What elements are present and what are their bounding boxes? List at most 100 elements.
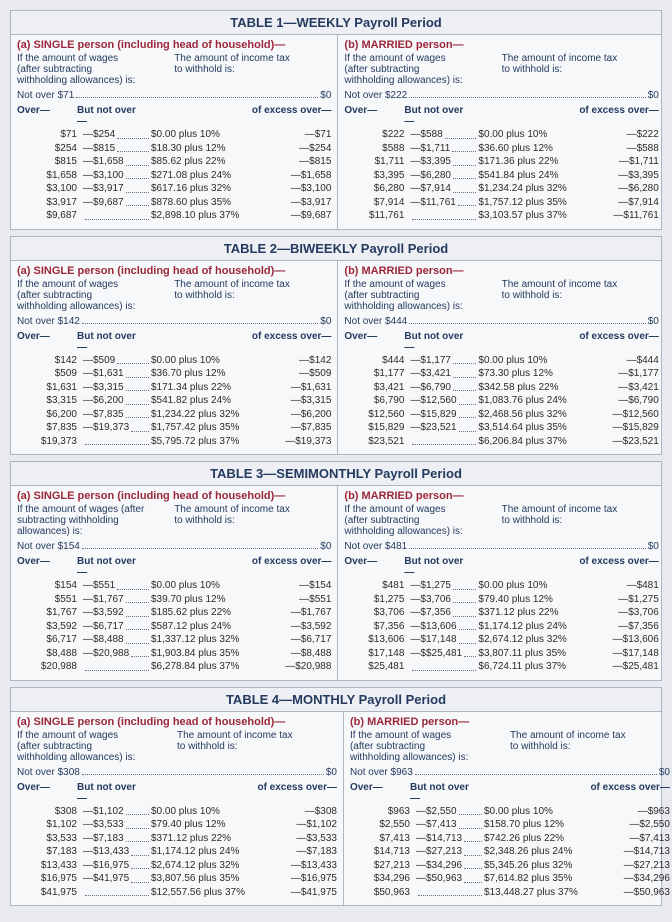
leader-dots: [126, 196, 149, 206]
excess-amount: —$1,275: [567, 593, 659, 607]
bracket-row: $6,200—$7,835$1,234.22 plus 32%—$6,200: [17, 408, 331, 422]
bracket-row: $1,631—$3,315$171.34 plus 22%—$1,631: [17, 381, 331, 395]
column-header: Over—But not over—of excess over—: [344, 556, 658, 578]
over-amount: $17,148: [344, 647, 410, 661]
intro-line: The amount of income tax: [502, 279, 659, 290]
tax-amount: $85.62 plus 22%: [151, 155, 226, 169]
leader-dots: [126, 805, 149, 815]
tax-amount: $271.08 plus 24%: [151, 169, 231, 183]
zero-withhold: $0: [648, 541, 659, 552]
upto-amount: —$11,761: [410, 196, 455, 210]
not-over-line: Not over $154$0: [17, 539, 331, 552]
tax-amount: $158.70 plus 12%: [484, 818, 564, 832]
not-over-line: Not over $444$0: [344, 314, 658, 327]
leader-dots: [418, 886, 482, 896]
excess-amount: —$8,488: [239, 647, 331, 661]
tax-cell: $12,557.56 plus 37%: [151, 886, 245, 900]
excess-amount: —$11,761: [567, 209, 659, 223]
tax-cell: $79.40 plus 12%: [151, 818, 245, 832]
col-blank: [472, 556, 566, 578]
excess-amount: —$1,767: [239, 606, 331, 620]
tax-amount: $1,757.42 plus 35%: [151, 421, 239, 435]
col-but-not-over: But not over—: [410, 782, 478, 804]
excess-amount: —$13,606: [567, 633, 659, 647]
upto-amount: —$41,975: [83, 872, 129, 886]
tax-amount: $1,174.12 plus 24%: [478, 620, 566, 634]
zero-withhold: $0: [320, 316, 331, 327]
col-but-not-over: But not over—: [404, 105, 472, 127]
leader-dots: [85, 210, 149, 220]
tax-amount: $36.60 plus 12%: [478, 142, 553, 156]
upto-amount: —$3,533: [83, 818, 124, 832]
intro-line: The amount of income tax: [174, 53, 331, 64]
intro-text: If the amount of wages(after subtracting…: [344, 53, 658, 86]
over-amount: $551: [17, 593, 83, 607]
upto-cell: —$15,829: [410, 408, 478, 422]
intro-line: The amount of income tax: [177, 730, 337, 741]
not-over-prefix: Not over: [344, 541, 385, 552]
table-title: TABLE 1—WEEKLY Payroll Period: [11, 11, 661, 35]
bracket-row: $7,835—$19,373$1,757.42 plus 35%—$7,835: [17, 421, 331, 435]
tax-cell: $342.58 plus 22%: [478, 381, 566, 395]
intro-text: If the amount of wages(after subtracting…: [17, 53, 331, 86]
bracket-row: $71—$254$0.00 plus 10%—$71: [17, 128, 331, 142]
tax-cell: $158.70 plus 12%: [484, 818, 578, 832]
leader-dots: [453, 381, 476, 391]
single-title: (a) SINGLE person (including head of hou…: [17, 490, 331, 502]
tax-cell: $3,807.11 plus 35%: [478, 647, 566, 661]
payroll-table: TABLE 2—BIWEEKLY Payroll Period(a) SINGL…: [10, 236, 662, 456]
intro-line: withholding allowances) is:: [344, 75, 501, 86]
over-amount: $50,963: [350, 886, 416, 900]
tax-amount: $0.00 plus 10%: [478, 354, 547, 368]
upto-cell: —$1,177: [410, 354, 478, 368]
upto-cell: —$7,183: [83, 832, 151, 846]
upto-amount: —$7,183: [83, 832, 124, 846]
married-title: (b) MARRIED person—: [344, 39, 658, 51]
leader-dots: [85, 886, 149, 896]
tax-cell: $3,807.56 plus 35%: [151, 872, 245, 886]
payroll-table: TABLE 1—WEEKLY Payroll Period(a) SINGLE …: [10, 10, 662, 230]
upto-cell: —$3,533: [83, 818, 151, 832]
bracket-row: $3,533—$7,183$371.12 plus 22%—$3,533: [17, 832, 337, 846]
tax-cell: $0.00 plus 10%: [151, 354, 239, 368]
upto-amount: —$8,488: [83, 633, 124, 647]
excess-amount: —$509: [239, 367, 331, 381]
upto-amount: —$19,373: [83, 421, 129, 435]
excess-amount: —$222: [567, 128, 659, 142]
tax-amount: $0.00 plus 10%: [151, 128, 220, 142]
bracket-row: $34,296—$50,963$7,614.82 plus 35%—$34,29…: [350, 872, 670, 886]
tax-amount: $6,278.84 plus 37%: [151, 660, 239, 674]
tax-amount: $79.40 plus 12%: [478, 593, 553, 607]
excess-amount: —$1,631: [239, 381, 331, 395]
intro-line: If the amount of wages (after: [17, 504, 174, 515]
table-title: TABLE 3—SEMIMONTHLY Payroll Period: [11, 462, 661, 486]
intro-line: (after subtracting: [344, 515, 501, 526]
over-amount: $1,631: [17, 381, 83, 395]
excess-amount: —$254: [239, 142, 331, 156]
not-over-prefix: Not over: [17, 541, 58, 552]
upto-cell: [416, 886, 484, 900]
not-over-prefix: Not over: [344, 316, 385, 327]
tax-cell: $18.30 plus 12%: [151, 142, 239, 156]
upto-cell: —$254: [83, 128, 151, 142]
excess-amount: —$17,148: [567, 647, 659, 661]
bracket-row: $6,717—$8,488$1,337.12 plus 32%—$6,717: [17, 633, 331, 647]
intro-line: If the amount of wages: [344, 279, 501, 290]
excess-amount: —$3,706: [567, 606, 659, 620]
not-over-prefix: Not over: [17, 316, 58, 327]
col-but-not-over: But not over—: [77, 556, 145, 578]
excess-amount: —$7,914: [567, 196, 659, 210]
upto-amount: —$3,395: [410, 155, 451, 169]
upto-amount: —$16,975: [83, 859, 129, 873]
leader-dots: [453, 580, 476, 590]
over-amount: $481: [344, 579, 410, 593]
upto-cell: —$1,275: [410, 579, 478, 593]
upto-cell: —$3,100: [83, 169, 151, 183]
tax-cell: $2,674.12 plus 32%: [151, 859, 245, 873]
excess-amount: —$154: [239, 579, 331, 593]
over-amount: $41,975: [17, 886, 83, 900]
tax-amount: $541.84 plus 24%: [478, 169, 558, 183]
bracket-row: $7,914—$11,761$1,757.12 plus 35%—$7,914: [344, 196, 658, 210]
leader-dots: [445, 129, 477, 139]
bracket-row: $8,488—$20,988$1,903.84 plus 35%—$8,488: [17, 647, 331, 661]
